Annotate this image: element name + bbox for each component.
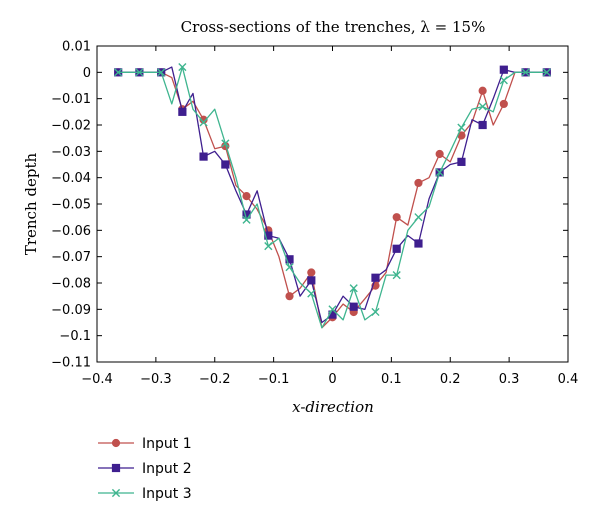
x-tick-label: 0.3 — [499, 372, 520, 387]
legend-swatch-marker — [111, 438, 121, 448]
series-1-point — [392, 213, 401, 222]
series-2-point — [371, 273, 380, 282]
series-3-point — [435, 168, 444, 177]
x-tick-label: 0 — [328, 372, 336, 387]
y-tick-label: −0.08 — [51, 277, 91, 292]
series-3-point — [264, 242, 273, 251]
x-tick-label: 0.2 — [440, 372, 461, 387]
series-3-point — [307, 289, 316, 298]
series-1-point — [307, 268, 316, 277]
y-tick-label: −0.05 — [51, 198, 91, 213]
x-tick-label: −0.2 — [199, 372, 231, 387]
series-2-point — [478, 120, 487, 130]
series-3-point — [178, 62, 187, 72]
x-tick-label: −0.1 — [258, 372, 290, 387]
x-axis-label: x-direction — [292, 398, 374, 416]
series-1-point — [285, 292, 294, 301]
series-3-point — [542, 68, 551, 77]
series-3-point — [499, 76, 508, 85]
series-3-point — [414, 213, 423, 222]
y-tick-label: −0.1 — [59, 329, 91, 344]
series-3-point — [478, 102, 487, 111]
series-1-point — [242, 192, 251, 201]
series-1-point — [414, 178, 423, 188]
series-3-point — [285, 263, 294, 272]
y-tick-label: −0.01 — [51, 92, 91, 107]
y-axis-label: Trench depth — [22, 153, 40, 256]
series-3 — [114, 62, 551, 329]
series-layer — [114, 62, 551, 329]
legend-swatch-marker — [111, 463, 121, 473]
series-1-point — [478, 86, 487, 95]
series-3-point — [199, 118, 208, 127]
y-tick-label: −0.11 — [51, 356, 91, 371]
legend-swatch-marker — [111, 488, 121, 498]
series-3-point — [328, 305, 337, 314]
y-tick-label: −0.07 — [51, 250, 91, 265]
y-tick-label: −0.03 — [51, 145, 91, 160]
series-2-point — [392, 244, 401, 253]
series-2-point — [499, 65, 508, 74]
y-tick-label: 0 — [83, 66, 91, 81]
legend-label: Input 2 — [142, 461, 192, 477]
series-2-point — [349, 302, 358, 311]
series-3-point — [242, 215, 251, 224]
legend-item-1: Input 1 — [98, 436, 192, 452]
x-tick-label: 0.1 — [381, 372, 402, 387]
legend-label: Input 3 — [142, 486, 192, 502]
legend-item-2: Input 2 — [98, 461, 192, 477]
series-3-point — [157, 68, 166, 77]
y-tick-label: −0.09 — [51, 303, 91, 318]
series-2-point — [457, 157, 466, 166]
x-tick-label: −0.3 — [140, 372, 172, 387]
y-tick-label: −0.04 — [51, 171, 91, 186]
series-2-point — [221, 160, 230, 169]
x-axis: −0.4 −0.3 −0.2 −0.1 0 0.1 0.2 0.3 0.4 — [81, 46, 578, 387]
series-2-point — [264, 231, 273, 240]
series-2-point — [178, 107, 187, 116]
y-tick-label: −0.06 — [51, 224, 91, 239]
series-2-point — [285, 255, 294, 264]
legend-label: Input 1 — [142, 436, 192, 452]
chart-title: Cross-sections of the trenches, λ = 15% — [181, 18, 486, 36]
series-3-point — [114, 68, 123, 77]
series-3-point — [221, 139, 230, 148]
legend-item-3: Input 3 — [98, 486, 192, 502]
series-2-point — [307, 276, 316, 285]
y-tick-label: 0.01 — [62, 40, 91, 55]
series-3-point — [349, 284, 358, 293]
series-3-point — [392, 271, 401, 280]
y-tick-label: −0.02 — [51, 119, 91, 134]
series-3-point — [371, 307, 380, 317]
series-2-point — [414, 239, 423, 248]
y-axis: 0.01 0 −0.01 −0.02 −0.03 −0.04 −0.05 −0.06 −0.07… — [51, 40, 568, 371]
series-1-point — [499, 99, 508, 109]
series-3-point — [521, 68, 530, 77]
series-1-point — [435, 149, 444, 159]
series-3-point — [135, 68, 144, 77]
x-tick-label: 0.4 — [558, 372, 579, 387]
series-2-point — [199, 152, 208, 161]
x-tick-label: −0.4 — [81, 372, 113, 387]
legend: Input 1 Input 2 Input 3 — [98, 436, 192, 502]
series-3-point — [457, 123, 466, 132]
